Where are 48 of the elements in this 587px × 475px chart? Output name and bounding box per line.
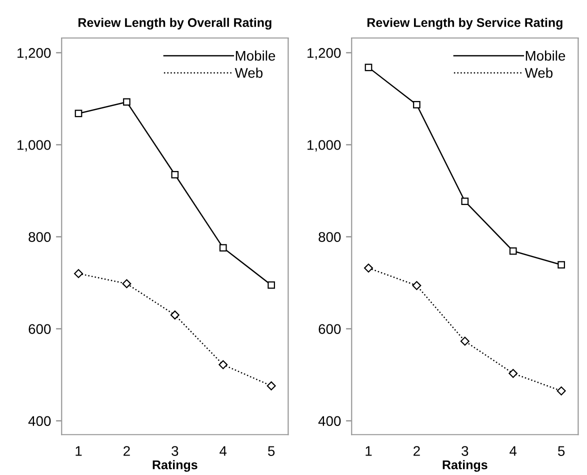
- y-tick-label: 800: [28, 232, 51, 242]
- point: [509, 247, 517, 255]
- point: [364, 64, 372, 72]
- point: [74, 110, 82, 118]
- y-tick-label: 400: [318, 416, 341, 426]
- point: [170, 310, 180, 320]
- y-tick-label: 800: [318, 232, 341, 242]
- y-tick-label: 1,200: [308, 48, 341, 60]
- point: [412, 281, 422, 290]
- x-tick-label: 3: [172, 446, 178, 456]
- x-tick-label: 4: [510, 446, 517, 456]
- x-tick-label: 5: [558, 446, 565, 456]
- x-axis-title: Ratings: [152, 460, 198, 472]
- x-tick-label: 4: [220, 446, 227, 456]
- point: [218, 360, 228, 370]
- chart-title: Review Length by Service Rating: [367, 18, 562, 30]
- legend-label: Mobile: [236, 50, 276, 61]
- y-tick-label: 1,000: [308, 140, 341, 152]
- legend-label: Web: [234, 68, 263, 78]
- point: [558, 261, 566, 269]
- point: [122, 279, 132, 288]
- x-tick-label: 3: [462, 446, 468, 456]
- point: [219, 244, 227, 252]
- point: [413, 101, 420, 108]
- point: [123, 98, 130, 106]
- y-tick-label: 600: [318, 324, 341, 334]
- point: [266, 381, 276, 390]
- point: [461, 198, 469, 206]
- x-tick-label: 5: [268, 446, 275, 456]
- y-tick-label: 600: [28, 324, 51, 334]
- chart-title: Review Length by Overall Rating: [78, 18, 272, 30]
- x-axis-title: Ratings: [442, 460, 488, 472]
- point: [460, 336, 470, 346]
- point: [74, 269, 83, 278]
- legend-label: Mobile: [526, 50, 566, 61]
- point: [556, 386, 566, 396]
- x-tick-label: 2: [124, 446, 130, 456]
- x-tick-label: 1: [366, 446, 372, 456]
- legend-label: Web: [524, 68, 553, 78]
- point: [171, 170, 179, 178]
- x-tick-label: 1: [76, 446, 82, 456]
- y-tick-label: 1,200: [18, 48, 51, 60]
- y-tick-label: 400: [28, 416, 51, 426]
- x-tick-label: 2: [414, 446, 420, 456]
- point: [268, 281, 276, 289]
- y-tick-label: 1,000: [18, 140, 51, 152]
- point: [364, 264, 373, 273]
- point: [508, 368, 518, 378]
